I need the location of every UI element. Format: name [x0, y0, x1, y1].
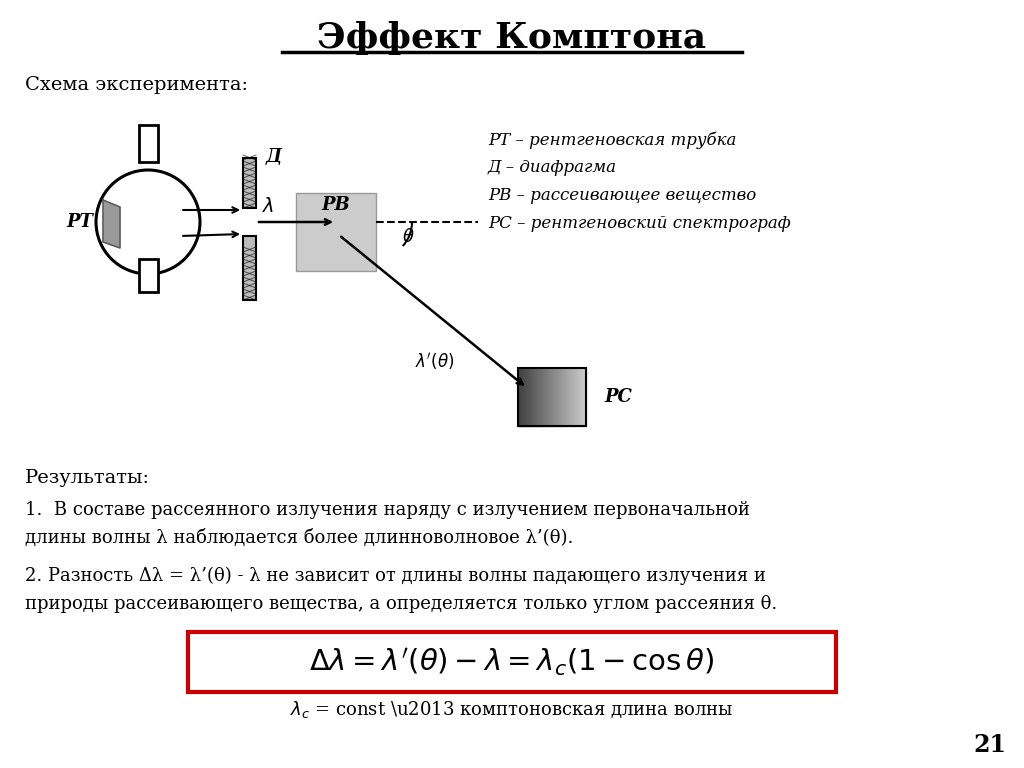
Text: РВ – рассеивающее вещество: РВ – рассеивающее вещество — [488, 187, 757, 204]
Text: РВ: РВ — [322, 196, 350, 214]
Bar — [139, 259, 158, 292]
Bar — [243, 158, 256, 208]
Text: $\lambda$: $\lambda$ — [262, 197, 274, 216]
Text: Д: Д — [266, 148, 282, 166]
Text: РТ – рентгеновская трубка: РТ – рентгеновская трубка — [488, 131, 736, 149]
Bar — [188, 632, 836, 692]
Text: 21: 21 — [974, 733, 1007, 757]
Text: природы рассеивающего вещества, а определяется только углом рассеяния θ.: природы рассеивающего вещества, а опреде… — [25, 595, 777, 613]
Text: Д – диафрагма: Д – диафрагма — [488, 160, 617, 177]
Text: Схема эксперимента:: Схема эксперимента: — [25, 76, 248, 94]
Bar — [139, 125, 158, 162]
Text: $\theta$: $\theta$ — [402, 228, 415, 246]
Text: Эффект Комптона: Эффект Комптона — [317, 21, 707, 55]
Bar — [296, 193, 376, 271]
Text: РС – рентгеновский спектрограф: РС – рентгеновский спектрограф — [488, 216, 791, 233]
Text: $\Delta\lambda = \lambda^{\prime}(\theta) - \lambda = \lambda_c(1 - \cos\theta)$: $\Delta\lambda = \lambda^{\prime}(\theta… — [309, 646, 715, 678]
Text: РС: РС — [604, 388, 632, 406]
Text: Результаты:: Результаты: — [25, 469, 150, 487]
Bar — [243, 236, 256, 300]
Polygon shape — [103, 200, 120, 248]
Text: длины волны λ наблюдается более длинноволновое λ’(θ).: длины волны λ наблюдается более длинново… — [25, 529, 573, 547]
Text: $\lambda_c$ = const \u2013 комптоновская длина волны: $\lambda_c$ = const \u2013 комптоновская… — [291, 700, 733, 720]
Text: 2. Разность Δλ = λ’(θ) - λ не зависит от длины волны падающего излучения и: 2. Разность Δλ = λ’(θ) - λ не зависит от… — [25, 567, 766, 585]
Text: РТ: РТ — [67, 213, 93, 231]
Text: 1.  В составе рассеянного излучения наряду с излучением первоначальной: 1. В составе рассеянного излучения наряд… — [25, 501, 750, 519]
Bar — [518, 368, 586, 426]
Text: $\lambda'(\theta)$: $\lambda'(\theta)$ — [416, 352, 455, 372]
